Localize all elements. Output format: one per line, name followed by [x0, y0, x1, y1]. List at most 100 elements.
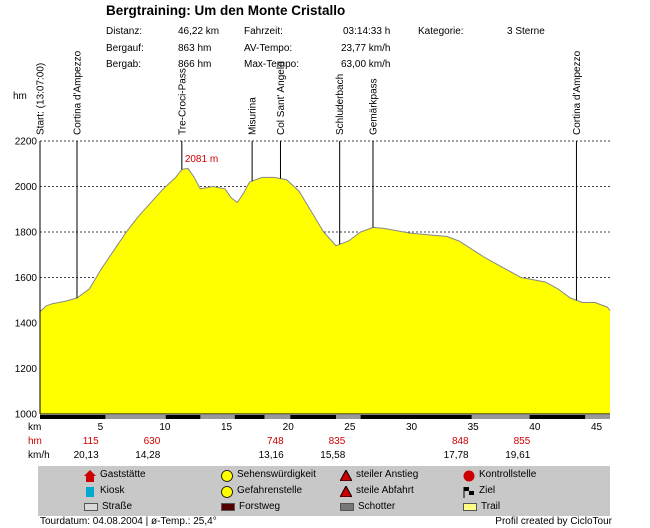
legend-item: steile Abfahrt: [339, 484, 414, 497]
stat-value-max-tempo: 63,00 km/h: [341, 59, 391, 70]
legend-item-label: Gefahrenstelle: [237, 485, 303, 496]
y-tick-label: 2000: [15, 182, 38, 193]
y-tick-label: 1200: [15, 364, 38, 375]
x-tick-label: 10: [159, 422, 171, 433]
x-tick-label: 20: [283, 422, 295, 433]
waypoint-label: Cortina d'Ampezzo: [72, 50, 83, 135]
exclamation-icon: [221, 485, 233, 498]
x-axis-unit-label: km: [28, 422, 41, 433]
legend-item-label: Straße: [102, 501, 133, 512]
legend-item: Ziel: [463, 485, 495, 498]
legend-item-label: Gaststätte: [100, 469, 146, 480]
kmh-value: 15,58: [320, 450, 345, 461]
legend-item-label: steile Abfahrt: [356, 485, 414, 496]
stat-value-bergab: 866 hm: [178, 59, 212, 70]
y-axis-unit-label: hm: [13, 91, 27, 102]
hm-value: 630: [144, 436, 161, 447]
kmh-value: 17,78: [444, 450, 469, 461]
x-tick-label: 35: [468, 422, 480, 433]
stat-value-distanz: 46,22 km: [178, 26, 220, 37]
stat-label-bergauf: Bergauf:: [106, 43, 144, 54]
x-tick-label: 15: [221, 422, 233, 433]
legend-item-label: Sehenswürdigkeit: [237, 469, 316, 480]
hm-value: 748: [267, 436, 284, 447]
house-icon: [84, 469, 96, 482]
footer-tour-date: Tourdatum: 04.08.2004 | ø-Temp.: 25,4°: [40, 516, 217, 527]
surface-bar-segment: [40, 415, 106, 419]
legend-item: steiler Anstieg: [339, 468, 419, 481]
y-tick-label: 1800: [15, 228, 38, 239]
elevation-line: [39, 167, 611, 312]
y-tick-label: 1400: [15, 319, 38, 330]
surface-bar-segment: [529, 415, 586, 419]
hm-value: 855: [514, 436, 531, 447]
footer-credit: Profil created by CicloTour: [495, 516, 612, 527]
waypoint-label: Gemärkpass: [368, 78, 379, 135]
y-tick-label: 2200: [15, 137, 38, 148]
kmh-value: 13,16: [259, 450, 284, 461]
kmh-value: 19,61: [505, 450, 530, 461]
surface-bar-segment: [234, 415, 265, 419]
chart-title: Bergtraining: Um den Monte Cristallo: [106, 3, 346, 18]
legend-item: Gaststätte: [84, 469, 146, 482]
gravel-bar-icon: [340, 502, 354, 511]
elevation-profile-chart: 1000 1200 1400 1600 1800 2000 2200 Start: (13:0…: [15, 50, 611, 461]
road-bar-icon: [84, 502, 98, 511]
stat-label-bergab: Bergab:: [106, 59, 142, 70]
legend-panel: Gaststätte Sehenswürdigkeit steiler Anstie…: [38, 466, 610, 516]
warning-up-icon: [339, 468, 353, 481]
kmh-row-label: km/h: [28, 450, 50, 461]
y-tick-label: 1600: [15, 273, 38, 284]
x-tick-label: 25: [344, 422, 356, 433]
forest-road-bar-icon: [221, 502, 235, 511]
waypoint-label: Start: (13:07:00): [36, 63, 47, 135]
elevation-area: [40, 168, 610, 414]
legend-item: Kontrollstelle: [463, 469, 537, 481]
kmh-value: 14,28: [135, 450, 160, 461]
legend-item-label: steiler Anstieg: [356, 469, 419, 480]
stat-value-kategorie: 3 Sterne: [507, 26, 545, 37]
stat-value-bergauf: 863 hm: [178, 43, 212, 54]
warning-down-icon: [339, 484, 353, 497]
y-tick-label: 1000: [15, 410, 38, 421]
kmh-value: 20,13: [74, 450, 99, 461]
x-tick-label: 5: [98, 422, 104, 433]
stat-label-av-tempo: AV-Tempo:: [244, 43, 293, 54]
x-tick-label: 45: [591, 422, 603, 433]
surface-bar-segment: [165, 415, 201, 419]
cup-icon: [84, 486, 96, 497]
stat-value-fahrzeit: 03:14:33 h: [343, 26, 391, 37]
legend-item: Trail: [463, 501, 500, 512]
legend-item: Gefahrenstelle: [221, 485, 303, 498]
waypoint-label: Schluderbach: [335, 74, 346, 135]
legend-item: Straße: [84, 501, 132, 512]
peak-elevation-label: 2081 m: [185, 154, 218, 165]
surface-bar-segment: [290, 415, 336, 419]
waypoint-label: Col Sant' Angelo: [276, 61, 287, 135]
legend-item-label: Trail: [481, 501, 501, 512]
legend-item-label: Kiosk: [100, 485, 125, 496]
stat-label-distanz: Distanz:: [106, 26, 143, 37]
hm-row-label: hm: [28, 436, 42, 447]
stat-label-max-tempo: Max-Tempo:: [244, 59, 300, 70]
waypoint-label: Misurina: [248, 97, 259, 135]
smiley-icon: [221, 469, 233, 482]
legend-item: Schotter: [340, 501, 395, 512]
trail-bar-icon: [463, 502, 477, 511]
stop-icon: [463, 470, 475, 481]
stat-value-av-tempo: 23,77 km/h: [341, 43, 391, 54]
legend-item-label: Forstweg: [239, 501, 281, 512]
hm-value: 115: [83, 436, 99, 447]
waypoint-label: Cortina d'Ampezzo: [572, 50, 583, 135]
x-tick-label: 30: [406, 422, 418, 433]
x-tick-label: 40: [529, 422, 541, 433]
legend-item-label: Schotter: [358, 501, 396, 512]
stat-label-kategorie: Kategorie:: [418, 26, 464, 37]
surface-bar-segment: [360, 415, 472, 419]
hm-value: 848: [452, 436, 469, 447]
legend-item-label: Kontrollstelle: [479, 469, 537, 480]
stat-label-fahrzeit: Fahrzeit:: [244, 26, 283, 37]
hm-value: 835: [329, 436, 346, 447]
legend-item: Forstweg: [221, 501, 280, 512]
waypoint-label: Tre-Croci-Pass: [177, 68, 188, 135]
